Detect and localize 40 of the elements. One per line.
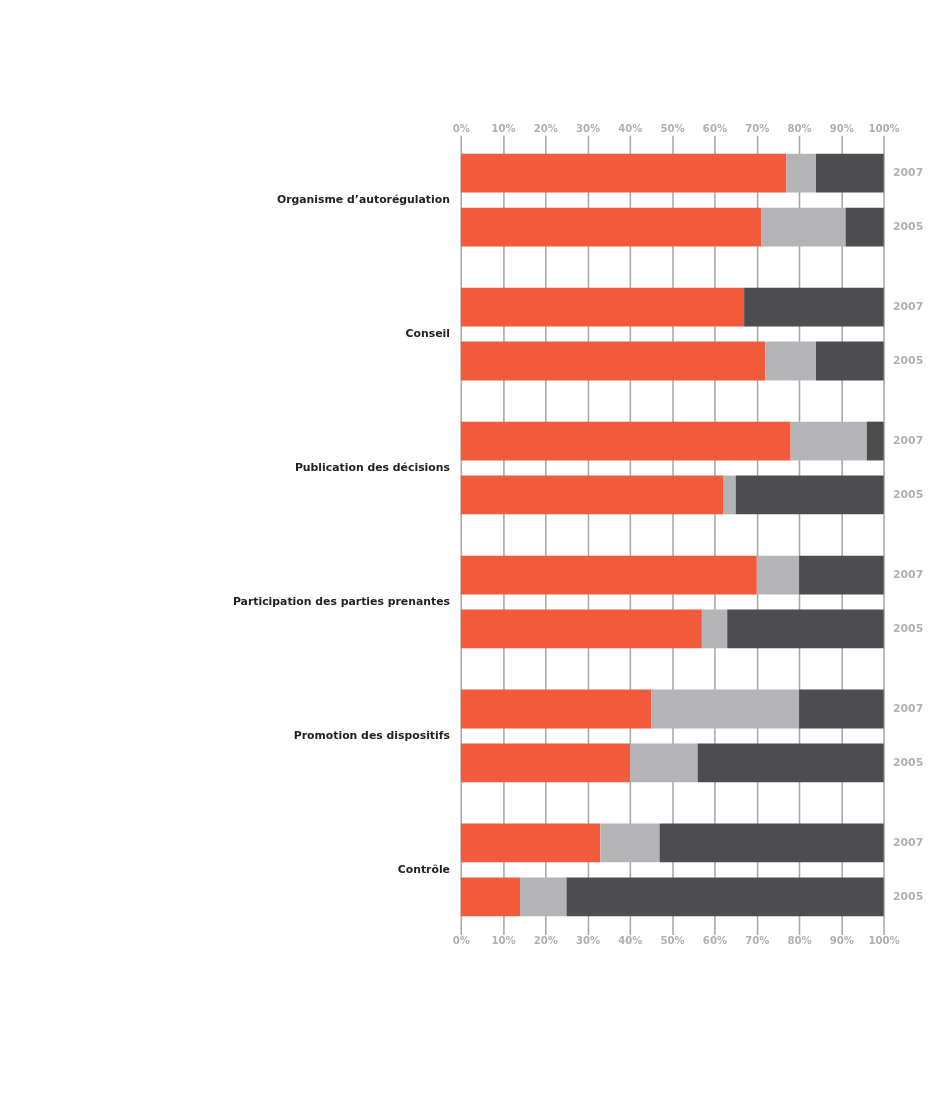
x2-tick-label: 80% <box>787 122 812 134</box>
x2-tick-label: 50% <box>660 122 685 134</box>
x2-tick-label: 70% <box>745 122 770 134</box>
x-tick-label: 50% <box>660 935 685 947</box>
y-tick-label: 2007 <box>892 836 924 850</box>
text: Participation des parties prenantes <box>232 595 450 609</box>
y-tick-label: 2005 <box>892 755 924 769</box>
y-tick-label: 2007 <box>892 568 924 582</box>
text: Conseil <box>405 327 450 341</box>
text: Organisme d’autorégulation <box>276 193 450 207</box>
x2-tick-label: 60% <box>702 122 727 134</box>
x-tick-label: 80% <box>787 935 812 947</box>
x-tick-label: 20% <box>533 935 558 947</box>
x-tick-label: 90% <box>829 935 854 947</box>
text: Promotion des dispositifs <box>293 729 450 743</box>
x2-tick-label: 100% <box>868 122 900 134</box>
x-tick-label: 10% <box>491 935 516 947</box>
text: Publication des décisions <box>294 461 450 475</box>
x2-tick-label: 0% <box>452 122 470 134</box>
y-tick-label: 2005 <box>892 354 924 368</box>
x2-tick-label: 90% <box>829 122 854 134</box>
x-tick-label: 30% <box>576 935 601 947</box>
y-tick-label: 2005 <box>892 488 924 502</box>
y-tick-label: 2007 <box>892 434 924 448</box>
x-tick-label: 70% <box>745 935 770 947</box>
y-tick-label: 2007 <box>892 166 924 180</box>
y-tick-label: 2005 <box>892 622 924 636</box>
y-tick-label: 2005 <box>892 889 924 903</box>
x-tick-label: 40% <box>618 935 643 947</box>
x-tick-label: 0% <box>452 935 470 947</box>
x2-tick-label: 10% <box>491 122 516 134</box>
x2-tick-label: 30% <box>576 122 601 134</box>
y-tick-label: 2007 <box>892 300 924 314</box>
text: Contrôle <box>397 863 450 876</box>
y-tick-label: 2005 <box>892 220 924 234</box>
x-tick-label: 100% <box>868 935 900 947</box>
y-tick-label: 2007 <box>892 702 924 716</box>
x2-tick-label: 20% <box>533 122 558 134</box>
x2-tick-label: 40% <box>618 122 643 134</box>
x-tick-label: 60% <box>702 935 727 947</box>
